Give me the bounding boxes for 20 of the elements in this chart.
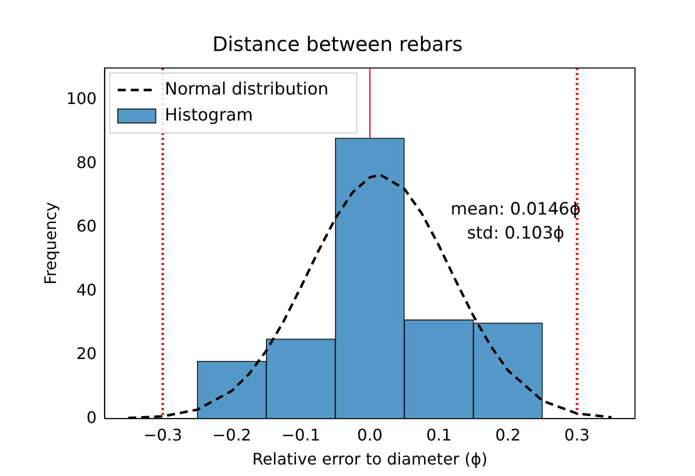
y-tick-label: 20 <box>76 344 97 364</box>
x-tick-label: −0.3 <box>143 425 182 444</box>
y-tick-label: 100 <box>66 89 97 108</box>
legend-label: Histogram <box>164 105 253 126</box>
y-tick-label: 40 <box>76 280 97 300</box>
x-tick-label: 0.3 <box>564 425 590 444</box>
x-tick-label: 0.0 <box>357 425 383 444</box>
x-tick-label: 0.2 <box>495 425 521 444</box>
y-axis-title: Frequency <box>40 202 60 285</box>
x-tick-label: −0.1 <box>281 425 320 444</box>
annotation: mean: 0.0146ϕ <box>450 199 581 220</box>
chart-title: Distance between rebars <box>212 32 463 56</box>
y-tick-label: 80 <box>76 152 97 172</box>
annotation: std: 0.103ϕ <box>467 223 564 244</box>
legend-label: Normal distribution <box>164 79 329 100</box>
y-tick-label: 60 <box>76 216 97 236</box>
x-axis-title: Relative error to diameter (ϕ) <box>252 450 488 469</box>
x-tick-label: 0.1 <box>426 425 452 444</box>
y-tick-label: 0 <box>86 408 97 427</box>
x-tick-label: −0.2 <box>212 425 252 444</box>
